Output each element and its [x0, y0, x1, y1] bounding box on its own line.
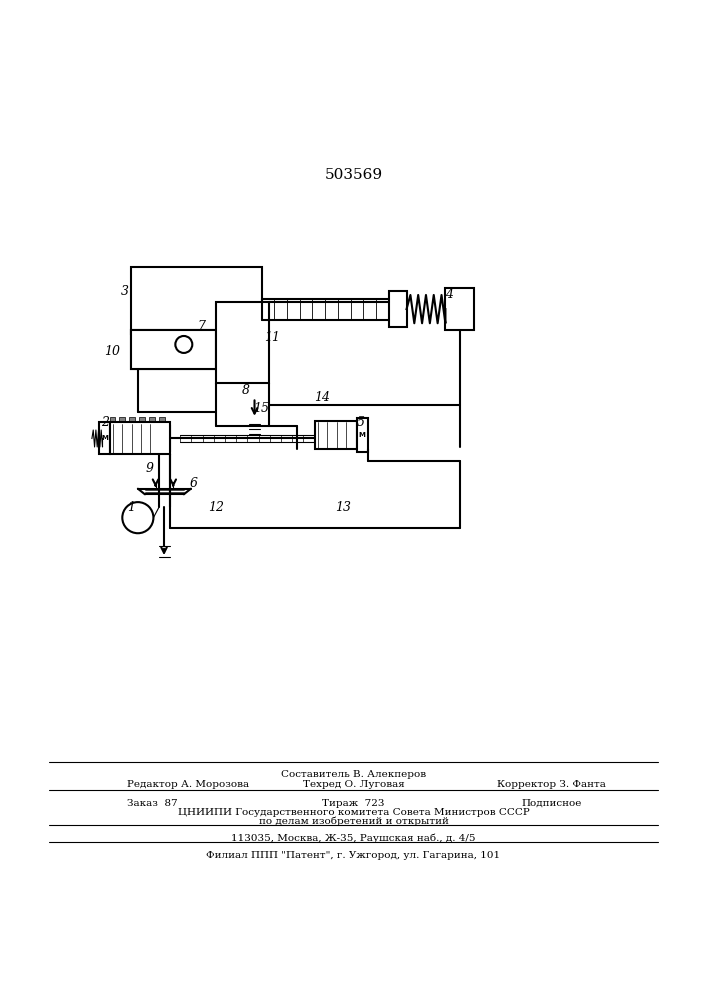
Text: 3: 3 [120, 285, 129, 298]
Text: 4: 4 [445, 288, 453, 301]
Text: 1: 1 [127, 501, 135, 514]
Bar [119, 417, 125, 426]
Bar [149, 417, 155, 426]
Text: 14: 14 [314, 391, 329, 404]
Bar [159, 417, 165, 426]
Text: 8: 8 [241, 384, 250, 397]
Text: ЦНИИПИ Государственного комитета Совета Министров СССР: ЦНИИПИ Государственного комитета Совета … [177, 808, 530, 817]
Bar [315, 421, 357, 449]
Bar [216, 302, 269, 383]
Bar [357, 418, 368, 452]
Bar [99, 422, 110, 454]
Text: 6: 6 [189, 477, 198, 490]
Text: Корректор З. Фанта: Корректор З. Фанта [497, 780, 606, 789]
Text: 11: 11 [264, 331, 280, 344]
Text: по делам изобретений и открытий: по делам изобретений и открытий [259, 817, 448, 826]
Bar [139, 417, 145, 426]
Bar [110, 422, 170, 454]
Text: Составитель В. Алекперов: Составитель В. Алекперов [281, 770, 426, 779]
Text: 503569: 503569 [325, 168, 382, 182]
Text: 13: 13 [335, 501, 351, 514]
Text: 113035, Москва, Ж-35, Раушская наб., д. 4/5: 113035, Москва, Ж-35, Раушская наб., д. … [231, 834, 476, 843]
Bar [389, 291, 407, 327]
Bar [131, 330, 216, 369]
Text: 5: 5 [356, 416, 365, 429]
Text: Филиал ППП "Патент", г. Ужгород, ул. Гагарина, 101: Филиал ППП "Патент", г. Ужгород, ул. Гаг… [206, 851, 501, 860]
Bar [106, 426, 170, 451]
Bar [131, 267, 262, 334]
Text: Заказ  87: Заказ 87 [127, 799, 178, 808]
Bar [445, 288, 474, 330]
Text: Подписное: Подписное [521, 799, 582, 808]
Text: 2: 2 [100, 416, 109, 429]
Text: Тираж  723: Тираж 723 [322, 799, 385, 808]
Text: 7: 7 [197, 320, 206, 333]
Text: 9: 9 [146, 462, 154, 475]
Text: 15: 15 [254, 402, 269, 415]
Bar [110, 417, 115, 426]
Text: Редактор А. Морозова: Редактор А. Морозова [127, 780, 250, 789]
Bar [129, 417, 135, 426]
Text: M: M [101, 435, 108, 441]
Bar [131, 330, 216, 369]
Text: Техред О. Луговая: Техред О. Луговая [303, 780, 404, 789]
Text: M: M [358, 432, 366, 438]
Text: 10: 10 [104, 345, 119, 358]
Text: 12: 12 [208, 501, 223, 514]
